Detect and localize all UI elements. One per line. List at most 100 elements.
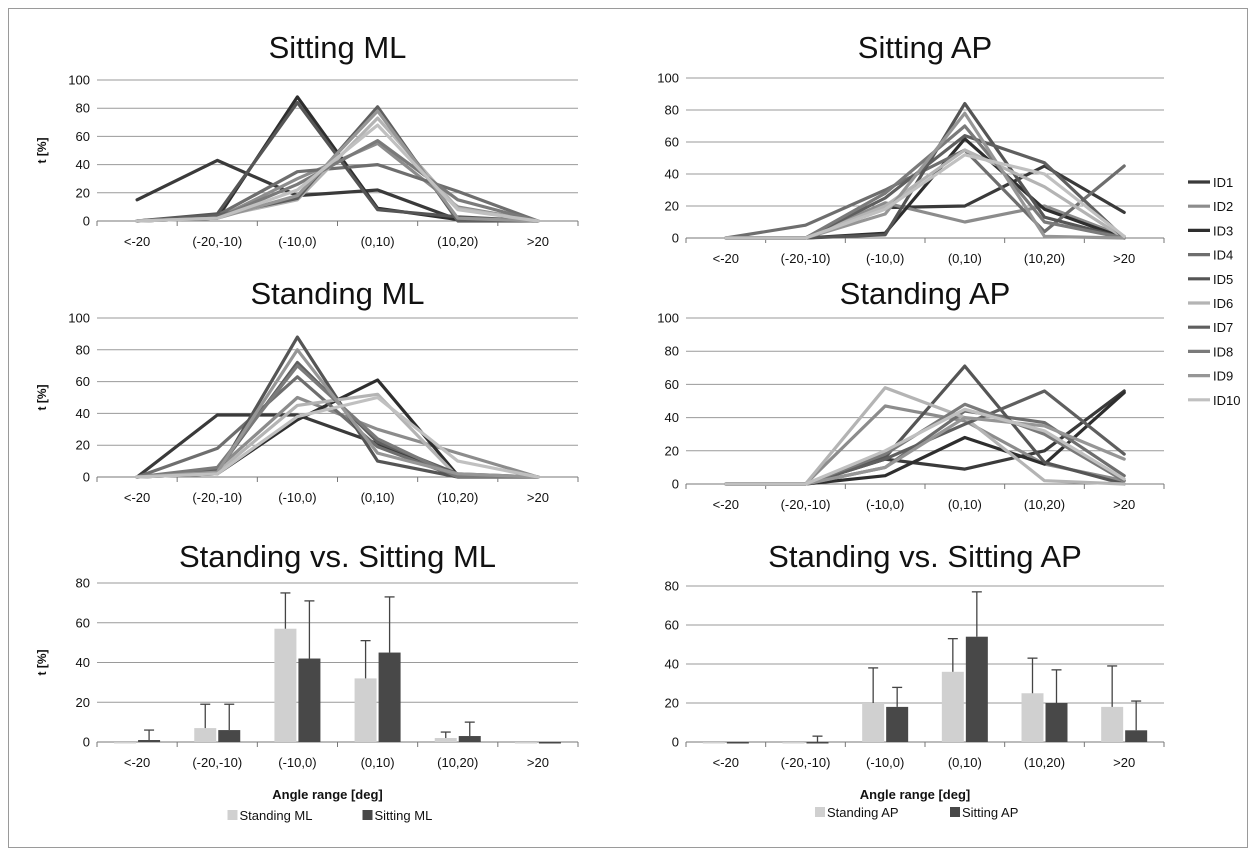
x-tick-label: (10,20) xyxy=(1024,251,1065,266)
y-tick-label: 40 xyxy=(76,157,90,172)
bar-sitting-ap xyxy=(806,742,829,744)
y-tick-label: 20 xyxy=(665,199,679,214)
bar-standing-ml xyxy=(274,628,297,742)
x-tick-label: (0,10) xyxy=(948,497,982,512)
chart-panel-4: Standing vs. Sitting ML 0 20 40 60 80 <-20 (-20… xyxy=(35,539,579,823)
chart-panel-5: Standing vs. Sitting AP 0 20 40 60 80 <-20 (-20… xyxy=(665,539,1165,820)
y-tick-label: 60 xyxy=(665,377,679,392)
y-tick-label: 0 xyxy=(672,735,679,750)
legend-swatch xyxy=(815,807,825,817)
x-tick-label: >20 xyxy=(1113,755,1135,770)
series-line-id10 xyxy=(135,123,540,223)
x-tick-label: (-20,-10) xyxy=(781,251,831,266)
bar-standing-ml xyxy=(354,678,377,742)
bar-sitting-ap xyxy=(1125,730,1148,742)
legend-label-id2: ID2 xyxy=(1213,199,1233,214)
y-tick-label: 20 xyxy=(665,443,679,458)
series-line-id10 xyxy=(724,407,1126,486)
y-tick-label: 80 xyxy=(665,344,679,359)
y-tick-label: 40 xyxy=(76,406,90,421)
legend-label: Standing AP xyxy=(827,805,899,820)
legend-label-id3: ID3 xyxy=(1213,223,1233,238)
chart-title: Sitting ML xyxy=(269,30,407,65)
x-tick-label: >20 xyxy=(1113,251,1135,266)
y-tick-label: 80 xyxy=(665,579,679,594)
y-tick-label: 100 xyxy=(657,311,679,326)
x-tick-label: >20 xyxy=(527,755,549,770)
legend-swatch xyxy=(950,807,960,817)
series-line-id9 xyxy=(724,111,1126,240)
x-tick-label: (-10,0) xyxy=(866,497,904,512)
x-tick-label: <-20 xyxy=(713,755,739,770)
x-tick-label: (0,10) xyxy=(948,251,982,266)
bar-sitting-ml xyxy=(458,736,481,742)
x-tick-label: (10,20) xyxy=(437,490,478,505)
x-axis-label: Angle range [deg] xyxy=(272,787,383,802)
x-axis-label: Angle range [deg] xyxy=(860,787,971,802)
chart-title: Standing AP xyxy=(840,276,1011,311)
bar-standing-ml xyxy=(114,742,137,744)
x-tick-label: (10,20) xyxy=(1024,497,1065,512)
x-tick-label: (10,20) xyxy=(437,234,478,249)
y-tick-label: 40 xyxy=(76,655,90,670)
y-tick-label: 60 xyxy=(665,135,679,150)
series-line-id5 xyxy=(724,364,1126,486)
x-tick-label: <-20 xyxy=(713,251,739,266)
x-tick-label: >20 xyxy=(527,490,549,505)
bar-sitting-ml xyxy=(138,740,161,742)
bar-sitting-ap xyxy=(1045,703,1068,742)
x-tick-label: (-20,-10) xyxy=(192,755,242,770)
y-tick-label: 100 xyxy=(68,73,90,88)
y-tick-label: 40 xyxy=(665,167,679,182)
x-tick-label: (-20,-10) xyxy=(781,497,831,512)
y-tick-label: 80 xyxy=(76,576,90,591)
legend-label-id1: ID1 xyxy=(1213,175,1233,190)
chart-panel-0: Sitting ML 0 20 40 60 80 100 <-20 (-20,-10) (-10,… xyxy=(35,30,579,249)
x-tick-label: (-20,-10) xyxy=(192,234,242,249)
x-tick-label: (0,10) xyxy=(361,234,395,249)
y-tick-label: 0 xyxy=(83,214,90,229)
figure-frame xyxy=(8,8,1248,848)
bar-standing-ap xyxy=(1021,693,1044,742)
x-tick-label: (-10,0) xyxy=(278,490,316,505)
x-tick-label: <-20 xyxy=(124,490,150,505)
series-line-id10 xyxy=(135,395,540,479)
y-tick-label: 80 xyxy=(665,103,679,118)
legend-label: Standing ML xyxy=(240,808,313,823)
bar-sitting-ap xyxy=(886,706,909,742)
x-tick-label: (-10,0) xyxy=(278,234,316,249)
x-tick-label: >20 xyxy=(527,234,549,249)
y-tick-label: 40 xyxy=(665,657,679,672)
legend-label-id9: ID9 xyxy=(1213,369,1233,384)
x-tick-label: (-10,0) xyxy=(278,755,316,770)
y-tick-label: 20 xyxy=(76,438,90,453)
y-tick-label: 100 xyxy=(68,311,90,326)
x-tick-label: <-20 xyxy=(124,755,150,770)
y-tick-label: 0 xyxy=(83,470,90,485)
x-tick-label: >20 xyxy=(1113,497,1135,512)
bar-standing-ap xyxy=(941,671,964,742)
bar-standing-ml xyxy=(194,728,217,742)
x-tick-label: <-20 xyxy=(124,234,150,249)
legend-label-id4: ID4 xyxy=(1213,248,1233,263)
legend-swatch xyxy=(362,810,373,820)
series-line-id4 xyxy=(135,375,540,479)
x-tick-label: (-10,0) xyxy=(866,755,904,770)
x-tick-label: (10,20) xyxy=(437,755,478,770)
x-tick-label: (-10,0) xyxy=(866,251,904,266)
y-tick-label: 20 xyxy=(76,695,90,710)
x-tick-label: (0,10) xyxy=(361,755,395,770)
y-axis-label: t [%] xyxy=(35,650,49,676)
bar-sitting-ml xyxy=(538,742,561,744)
bar-sitting-ap xyxy=(965,636,988,742)
chart-panel-2: Standing ML 0 20 40 60 80 100 <-20 (-20,-10) (-10… xyxy=(35,276,579,505)
y-tick-label: 60 xyxy=(665,618,679,633)
chart-panel-3: Standing AP 0 20 40 60 80 100 <-20 (-20,-10) (-10… xyxy=(657,276,1165,512)
y-tick-label: 60 xyxy=(76,129,90,144)
y-tick-label: 60 xyxy=(76,374,90,389)
chart-panel-1: Sitting AP 0 20 40 60 80 100 <-20 (-20,-10) (-10,… xyxy=(657,30,1165,266)
bar-sitting-ap xyxy=(726,742,749,744)
legend-label-id8: ID8 xyxy=(1213,344,1233,359)
chart-title: Standing vs. Sitting ML xyxy=(179,539,496,574)
legend-label-id7: ID7 xyxy=(1213,320,1233,335)
